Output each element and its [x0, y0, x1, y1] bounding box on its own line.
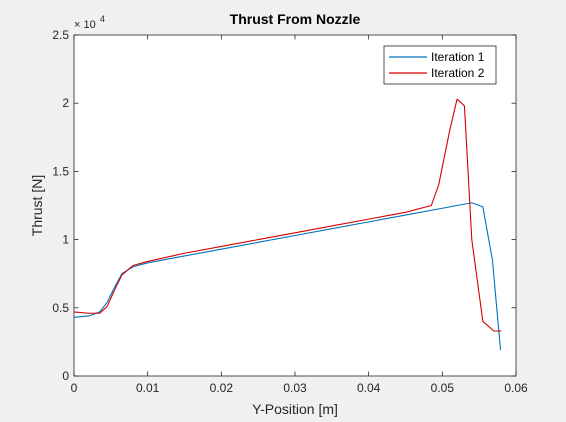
series-line-iteration-1: [73, 202, 502, 351]
y-tick-label: 0.5: [52, 301, 69, 315]
legend-label-iteration-1: Iteration 1: [431, 50, 485, 64]
y-tick-label: 2: [62, 96, 69, 110]
y-multiplier-exponent: 4: [100, 14, 105, 24]
plot-area: [74, 35, 516, 376]
axes-box: [73, 34, 517, 377]
x-tick-label: 0.03: [283, 381, 307, 395]
chart-title: Thrust From Nozzle: [230, 11, 361, 27]
legend: Iteration 1 Iteration 2: [383, 45, 497, 85]
x-tick-label: 0: [71, 381, 78, 395]
series-line-iteration-2: [73, 98, 502, 332]
x-tick-label: 0.04: [357, 381, 381, 395]
y-multiplier-base: × 10: [74, 19, 96, 31]
y-tick-label: 0: [62, 369, 69, 383]
x-tick-label: 0.05: [431, 381, 455, 395]
y-tick-label: 1: [62, 233, 69, 247]
y-axis-label: Thrust [N]: [29, 175, 45, 236]
y-tick-label: 1.5: [52, 164, 69, 178]
x-tick-label: 0.02: [210, 381, 234, 395]
legend-box: [383, 45, 497, 85]
y-tick-label: 2.5: [52, 28, 69, 42]
x-axis-label: Y-Position [m]: [252, 401, 338, 417]
x-tick-label: 0.06: [504, 381, 528, 395]
legend-label-iteration-2: Iteration 2: [431, 66, 485, 80]
ticks-layer: 0 0.01 0.02 0.03 0.04 0.05 0.06 0 0.5 1 1.5 2 2.5: [52, 28, 528, 395]
x-tick-label: 0.01: [136, 381, 160, 395]
series-layer: [73, 98, 502, 351]
